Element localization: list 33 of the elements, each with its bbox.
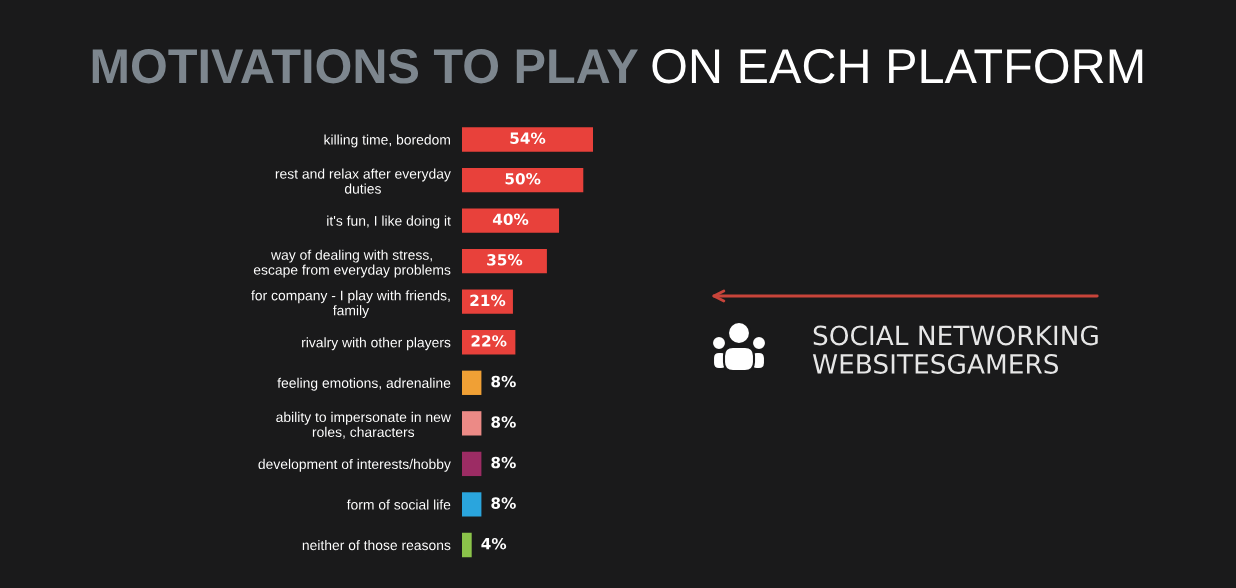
bar bbox=[462, 167, 584, 193]
bar bbox=[462, 411, 482, 436]
bar bbox=[462, 370, 482, 395]
data-label: 4% bbox=[481, 537, 507, 550]
data-label: 21% bbox=[470, 294, 506, 307]
y-tick-label: development of interests/hobby bbox=[258, 458, 451, 472]
bar bbox=[462, 451, 482, 477]
y-tick-label: way of dealing with stress, escape from everyday problems bbox=[253, 249, 451, 278]
bar bbox=[462, 208, 560, 233]
y-tick-label: rivalry with other players bbox=[302, 337, 451, 351]
data-label: 40% bbox=[492, 213, 529, 226]
text: SOCIAL NETWORKING WEBSITESGAMERS bbox=[812, 325, 1098, 374]
chart-title: MOTIVATIONS TO PLAY ON EACH PLATFORM bbox=[92, 49, 1143, 84]
data-label: 35% bbox=[487, 254, 523, 266]
bar bbox=[462, 248, 547, 274]
y-tick-label: killing time, boredom bbox=[324, 134, 450, 148]
y-tick-label: rest and relax after everyday duties bbox=[275, 168, 451, 194]
y-tick-label: it's fun, I like doing it bbox=[327, 215, 451, 229]
y-tick-label: feeling emotions, adrenaline bbox=[277, 377, 451, 391]
data-label: 54% bbox=[510, 132, 546, 144]
y-tick-label: neither of those reasons bbox=[302, 539, 451, 551]
data-label: 8% bbox=[491, 497, 516, 509]
data-label: 8% bbox=[491, 456, 516, 469]
data-label: 22% bbox=[471, 335, 507, 347]
y-tick-label: ability to impersonate in new roles, characters bbox=[276, 411, 451, 439]
data-label: 50% bbox=[505, 172, 541, 185]
bar bbox=[462, 127, 593, 152]
bar bbox=[462, 532, 472, 558]
y-tick-label: for company - I play with friends, family bbox=[251, 290, 450, 319]
y-tick-label: form of social life bbox=[346, 499, 451, 510]
data-label: 8% bbox=[491, 416, 516, 428]
bar bbox=[462, 492, 482, 517]
data-label: 8% bbox=[491, 375, 516, 388]
